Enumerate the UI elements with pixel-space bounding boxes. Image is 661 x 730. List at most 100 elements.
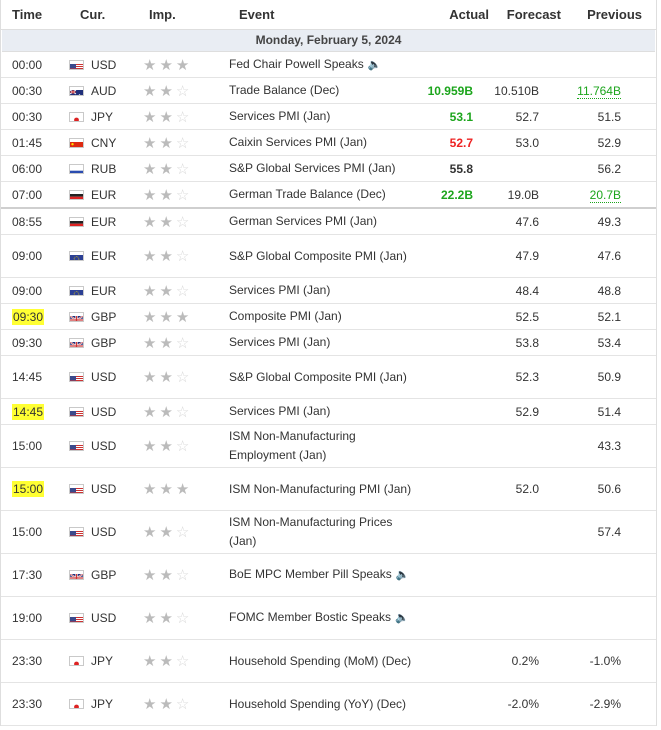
event-name[interactable]: S&P Global Services PMI (Jan) — [225, 159, 417, 178]
table-row[interactable]: 23:30 JPY ★★☆ Household Spending (YoY) (Dec… — [1, 683, 656, 726]
event-link[interactable]: Services PMI (Jan) — [229, 283, 331, 297]
event-link[interactable]: Household Spending (YoY) (Dec) — [229, 696, 406, 711]
table-row[interactable]: 00:30 JPY ★★☆ Services PMI (Jan) 53.1 52.7 51.… — [1, 104, 656, 130]
event-link[interactable]: ISM Non-Manufacturing Employment (Jan) — [229, 429, 356, 462]
event-link[interactable]: FOMC Member Bostic Speaks — [229, 610, 392, 624]
event-link[interactable]: ISM Non-Manufacturing Prices (Jan) — [229, 515, 393, 548]
header-importance[interactable]: Imp. — [149, 7, 176, 22]
event-link[interactable]: German Trade Balance (Dec) — [229, 187, 386, 201]
header-forecast[interactable]: Forecast — [506, 7, 561, 22]
event-link[interactable]: Household Spending (MoM) (Dec) — [229, 653, 412, 668]
event-name[interactable]: Services PMI (Jan) — [225, 107, 417, 126]
event-name[interactable]: ISM Non-Manufacturing PMI (Jan) — [225, 480, 417, 499]
event-name[interactable]: Trade Balance (Dec) — [225, 81, 417, 100]
event-name[interactable]: German Trade Balance (Dec) — [225, 185, 417, 204]
event-time: 17:30 — [1, 568, 69, 582]
event-name[interactable]: Caixin Services PMI (Jan) — [225, 133, 417, 152]
jp-flag-icon — [69, 111, 84, 122]
table-header: Time Cur. Imp. Event Actual Forecast Pre… — [1, 0, 656, 30]
event-link[interactable]: Fed Chair Powell Speaks — [229, 56, 364, 71]
table-row[interactable]: 09:30 GBP ★★☆ Services PMI (Jan) 53.8 53.4 — [1, 330, 656, 356]
currency-cell: JPY — [69, 654, 135, 668]
star-empty-icon: ☆ — [175, 610, 193, 627]
event-name[interactable]: Services PMI (Jan) — [225, 333, 417, 352]
table-row[interactable]: 17:30 GBP ★★☆ BoE MPC Member Pill Speaks 🔈 — [1, 554, 656, 597]
table-row[interactable]: 15:00 USD ★★★ ISM Non-Manufacturing PMI (Ja… — [1, 468, 656, 511]
table-row[interactable]: 09:00 EUR ★★☆ S&P Global Composite PMI (Jan… — [1, 235, 656, 278]
table-row[interactable]: 06:00 RUB ★★☆ S&P Global Services PMI (Jan)… — [1, 156, 656, 182]
event-link[interactable]: Composite PMI (Jan) — [229, 309, 342, 323]
table-row[interactable]: 15:00 USD ★★☆ ISM Non-Manufacturing Employm… — [1, 425, 656, 468]
event-link[interactable]: Services PMI (Jan) — [229, 109, 331, 123]
star-filled-icon: ★ — [143, 567, 160, 584]
forecast-value: -2.0% — [507, 697, 539, 711]
event-link[interactable]: Trade Balance (Dec) — [229, 83, 340, 97]
event-time: 09:30 — [1, 308, 69, 325]
star-empty-icon: ☆ — [175, 248, 193, 265]
table-row[interactable]: 01:45 CNY ★★☆ Caixin Services PMI (Jan) 52.7… — [1, 130, 656, 156]
event-name[interactable]: Household Spending (YoY) (Dec) — [225, 695, 417, 714]
jp-flag-icon — [69, 656, 84, 666]
event-link[interactable]: German Services PMI (Jan) — [229, 214, 378, 228]
event-name[interactable]: ISM Non-Manufacturing Prices (Jan) — [225, 513, 417, 551]
previous-value: 51.4 — [539, 405, 621, 419]
highlighted-time: 15:00 — [12, 481, 45, 497]
time-text: 23:30 — [12, 654, 43, 668]
event-name[interactable]: Household Spending (MoM) (Dec) — [225, 652, 417, 671]
star-filled-icon: ★ — [143, 108, 160, 126]
currency-code: EUR — [91, 187, 117, 202]
star-filled-icon: ★ — [159, 248, 176, 265]
event-link[interactable]: S&P Global Composite PMI (Jan) — [229, 369, 407, 384]
previous-value: 47.6 — [539, 249, 621, 263]
star-filled-icon: ★ — [159, 369, 176, 386]
event-link[interactable]: ISM Non-Manufacturing PMI (Jan) — [229, 481, 412, 496]
event-name[interactable]: S&P Global Composite PMI (Jan) — [225, 247, 417, 266]
importance-stars: ★★☆ — [135, 368, 225, 386]
event-link[interactable]: Caixin Services PMI (Jan) — [229, 135, 368, 149]
event-name[interactable]: Services PMI (Jan) — [225, 402, 417, 421]
header-actual[interactable]: Actual — [449, 7, 489, 22]
event-name[interactable]: S&P Global Composite PMI (Jan) — [225, 368, 417, 387]
currency-cell: USD — [69, 58, 135, 72]
importance-stars: ★★★ — [135, 56, 225, 74]
star-filled-icon: ★ — [159, 567, 176, 584]
time-text: 09:00 — [12, 249, 43, 263]
event-name[interactable]: BoE MPC Member Pill Speaks 🔈 — [225, 565, 417, 585]
header-previous[interactable]: Previous — [587, 7, 642, 22]
table-row[interactable]: 14:45 USD ★★☆ S&P Global Composite PMI (Jan… — [1, 356, 656, 399]
table-row[interactable]: 23:30 JPY ★★☆ Household Spending (MoM) (Dec… — [1, 640, 656, 683]
event-name[interactable]: Fed Chair Powell Speaks 🔈 — [225, 55, 417, 75]
star-empty-icon: ☆ — [175, 567, 193, 584]
importance-stars: ★★☆ — [135, 186, 225, 204]
event-name[interactable]: German Services PMI (Jan) — [225, 212, 417, 231]
table-row[interactable]: 08:55 EUR ★★☆ German Services PMI (Jan) 47.6… — [1, 209, 656, 235]
table-row[interactable]: 09:00 EUR ★★☆ Services PMI (Jan) 48.4 48.8 — [1, 278, 656, 304]
table-row[interactable]: 14:45 USD ★★☆ Services PMI (Jan) 52.9 51.4 — [1, 399, 656, 425]
event-link[interactable]: S&P Global Services PMI (Jan) — [229, 161, 396, 175]
forecast-value: 52.3 — [515, 370, 539, 384]
event-name[interactable]: Services PMI (Jan) — [225, 281, 417, 300]
event-name[interactable]: Composite PMI (Jan) — [225, 307, 417, 326]
previous-value: 53.4 — [539, 336, 621, 350]
table-row[interactable]: 09:30 GBP ★★★ Composite PMI (Jan) 52.5 52.1 — [1, 304, 656, 330]
time-text: 09:00 — [12, 283, 43, 298]
event-link[interactable]: S&P Global Composite PMI (Jan) — [229, 248, 407, 263]
event-link[interactable]: Services PMI (Jan) — [229, 335, 331, 349]
table-row[interactable]: 19:00 USD ★★☆ FOMC Member Bostic Speaks 🔈 — [1, 597, 656, 640]
table-row[interactable]: 15:00 USD ★★☆ ISM Non-Manufacturing Prices … — [1, 511, 656, 554]
event-name[interactable]: ISM Non-Manufacturing Employment (Jan) — [225, 427, 417, 465]
forecast-value: 52.5 — [515, 309, 539, 324]
gb-flag-icon — [69, 337, 84, 348]
header-time[interactable]: Time — [12, 7, 43, 22]
currency-cell: JPY — [69, 697, 135, 711]
table-row[interactable]: 00:30 AUD ★★☆ Trade Balance (Dec) 10.959B 10.… — [1, 78, 656, 104]
table-row[interactable]: 07:00 EUR ★★☆ German Trade Balance (Dec) 22.… — [1, 182, 656, 209]
header-currency[interactable]: Cur. — [80, 7, 106, 22]
header-event[interactable]: Event — [239, 7, 275, 22]
event-link[interactable]: Services PMI (Jan) — [229, 404, 331, 418]
currency-code: GBP — [91, 335, 117, 350]
event-name[interactable]: FOMC Member Bostic Speaks 🔈 — [225, 608, 417, 628]
table-row[interactable]: 00:00 USD ★★★ Fed Chair Powell Speaks 🔈 — [1, 52, 656, 78]
us-flag-icon — [69, 613, 84, 623]
event-link[interactable]: BoE MPC Member Pill Speaks — [229, 567, 392, 581]
